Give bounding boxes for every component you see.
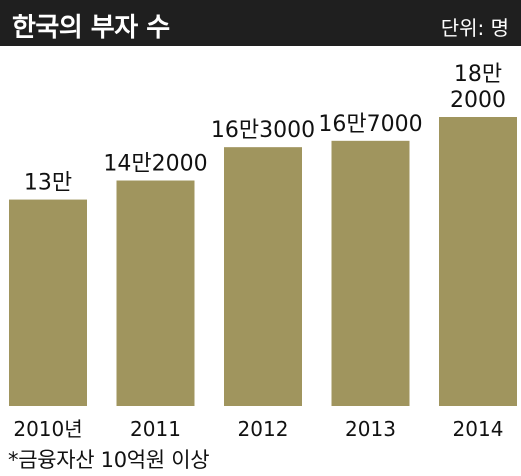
value-label: 14만2000 [103, 152, 207, 177]
value-label: 18만 [454, 62, 502, 87]
bar-2010년 [9, 199, 87, 406]
chart-header: 한국의 부자 수 단위: 명 [0, 0, 521, 46]
value-label: 13만 [24, 171, 72, 196]
bar-2011 [116, 180, 195, 406]
x-tick-label: 2013 [345, 417, 396, 441]
bar-chart: 13만 2010년 14만2000 2011 16만3000 2012 16만7000 201… [9, 62, 517, 441]
x-tick-label: 2014 [453, 417, 504, 441]
footnote: *금융자산 10억원 이상 [8, 448, 210, 472]
x-tick-label: 2010년 [13, 417, 82, 441]
unit-label: 단위: 명 [440, 16, 509, 40]
value-label: 16만3000 [211, 118, 315, 143]
value-label: 16만7000 [318, 112, 422, 137]
bar-2013 [331, 140, 410, 407]
bar-2014 [439, 117, 517, 406]
x-tick-label: 2012 [238, 417, 289, 441]
bar-2012 [224, 147, 302, 406]
chart-title: 한국의 부자 수 [12, 13, 170, 43]
x-tick-label: 2011 [130, 417, 181, 441]
value-label: 2000 [450, 88, 506, 113]
